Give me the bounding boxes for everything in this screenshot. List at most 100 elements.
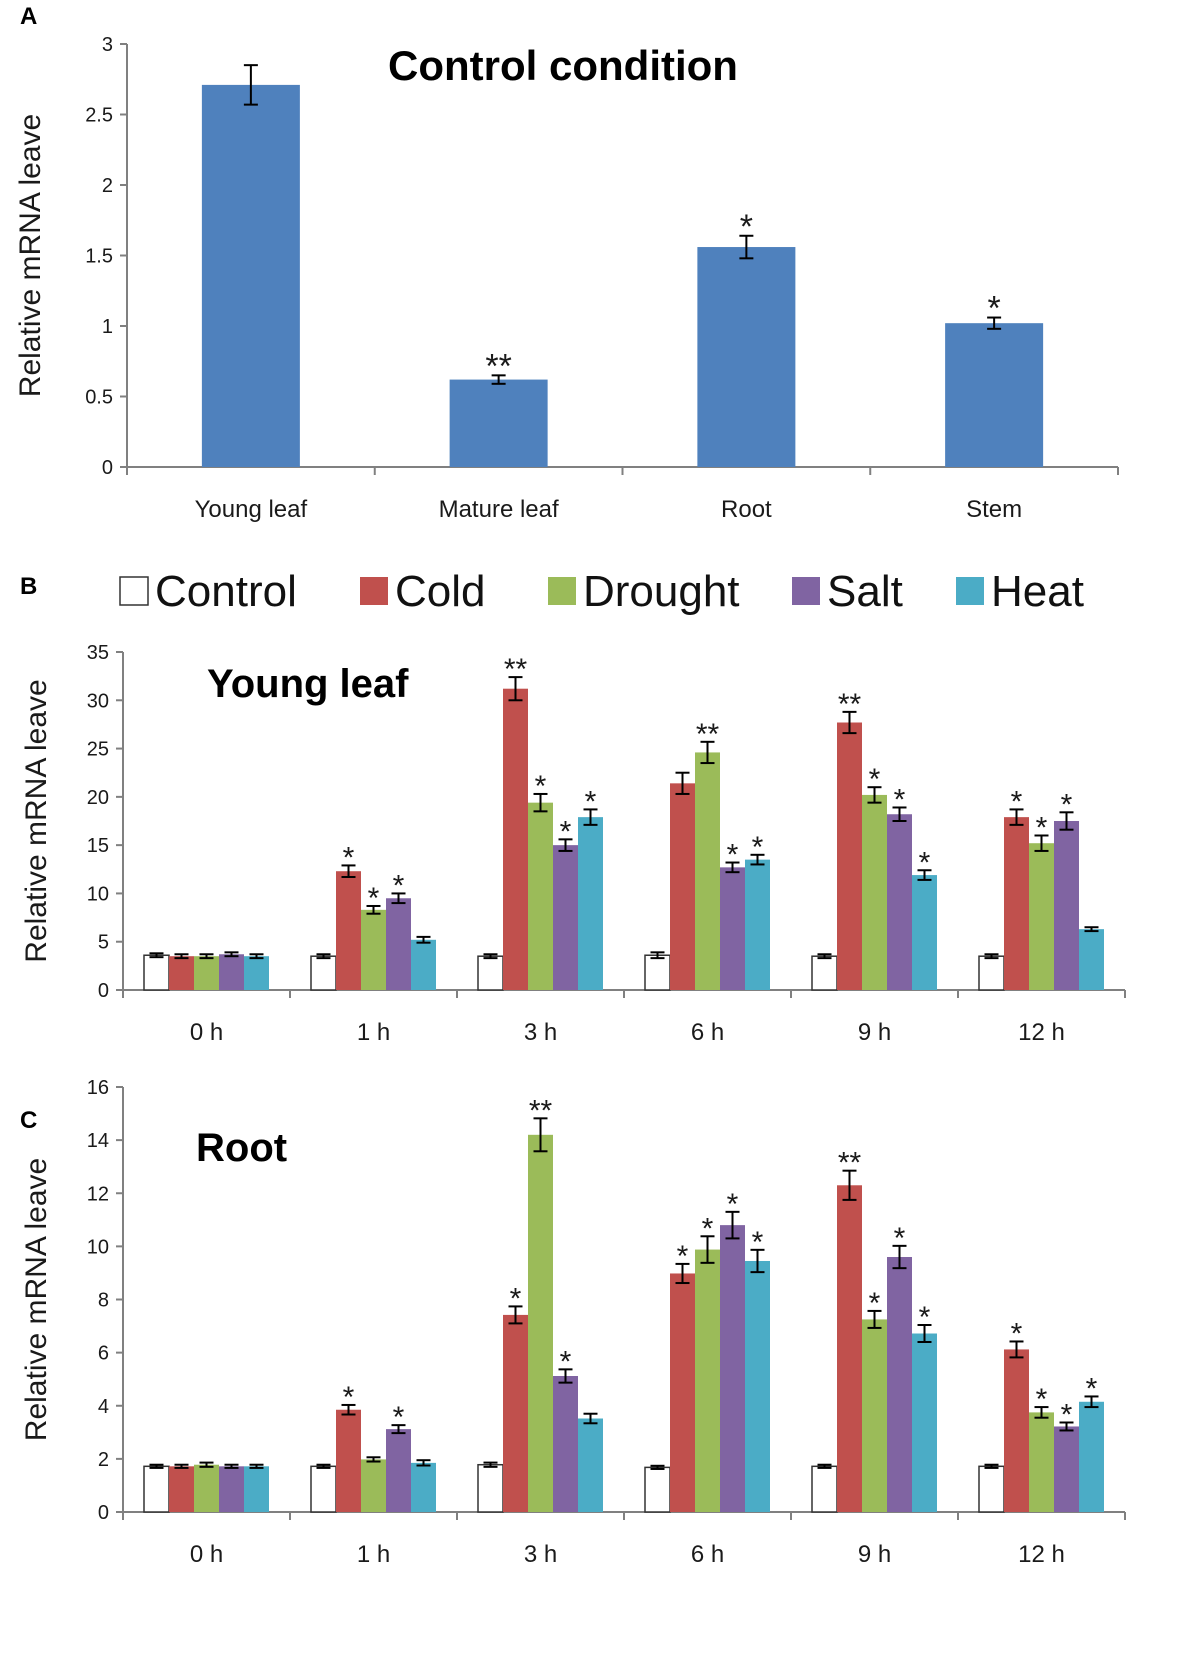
bar-cold xyxy=(670,1273,695,1512)
bar-heat xyxy=(1079,929,1104,990)
significance-marker: * xyxy=(510,1282,522,1315)
bar-cold xyxy=(837,1185,862,1512)
x-tick-label: Stem xyxy=(966,496,1022,523)
bar-cold xyxy=(169,956,194,990)
significance-marker: * xyxy=(919,846,931,879)
bar-cold xyxy=(503,1314,528,1512)
bar-salt xyxy=(1054,1426,1079,1512)
chart-panel-b: Young leaf Relative mRNA leave 0 5 10 15 20 25 3… xyxy=(20,642,1126,1046)
bar-salt xyxy=(219,1466,244,1512)
bar-salt xyxy=(386,898,411,990)
chart-panel-a: Control condition Relative mRNA leave 0 0.5… xyxy=(14,34,1119,523)
bar-cold xyxy=(503,688,528,990)
y-tick-label: 4 xyxy=(98,1396,109,1418)
x-tick-label: 3 h xyxy=(524,1541,557,1568)
bar-cold xyxy=(670,783,695,990)
chart-panel-c: Root Relative mRNA leave 0 2 4 6 8 10 12 14 16 0 h 1… xyxy=(20,1077,1126,1568)
significance-marker: * xyxy=(677,1240,689,1273)
bar-control xyxy=(310,1465,337,1513)
panel-letter-b: B xyxy=(20,573,37,600)
bar-control-condition xyxy=(449,379,548,467)
bar-drought xyxy=(1029,1412,1054,1512)
bar-drought xyxy=(1029,843,1054,990)
x-tick-label: 0 h xyxy=(190,1541,223,1568)
significance-marker: * xyxy=(740,208,753,246)
legend-label-heat: Heat xyxy=(991,567,1084,616)
significance-marker: * xyxy=(1011,785,1023,818)
bar-control-condition xyxy=(201,84,300,467)
bar-salt xyxy=(887,1257,912,1512)
bar-salt xyxy=(553,845,578,990)
bar-heat xyxy=(912,1333,937,1512)
significance-marker: * xyxy=(702,1212,714,1245)
y-tick-label: 0.5 xyxy=(85,387,113,409)
significance-marker: * xyxy=(560,815,572,848)
bar-control xyxy=(811,955,838,991)
y-tick-label: 14 xyxy=(87,1130,109,1152)
significance-marker: * xyxy=(1086,1372,1098,1405)
bar-cold xyxy=(1004,1349,1029,1512)
y-axis-label: Relative mRNA leave xyxy=(20,679,53,962)
legend-swatch-salt xyxy=(792,577,820,605)
y-tick-label: 2 xyxy=(98,1449,109,1471)
bar-heat xyxy=(244,1466,269,1512)
bar-salt xyxy=(219,954,244,990)
significance-marker: ** xyxy=(529,1094,553,1127)
legend-swatch-heat xyxy=(956,577,984,605)
x-tick-label: 3 h xyxy=(524,1019,557,1046)
bar-control xyxy=(477,955,504,991)
bar-control xyxy=(644,954,671,991)
y-tick-label: 0 xyxy=(98,980,109,1002)
y-tick-label: 15 xyxy=(87,835,109,857)
bar-control xyxy=(143,954,170,991)
y-tick-label: 6 xyxy=(98,1343,109,1365)
bar-control xyxy=(811,1465,838,1513)
significance-marker: * xyxy=(560,1345,572,1378)
bar-heat xyxy=(1079,1401,1104,1512)
x-tick-label: 6 h xyxy=(691,1541,724,1568)
y-tick-label: 0 xyxy=(98,1502,109,1524)
legend-label-salt: Salt xyxy=(827,567,903,616)
bar-control-condition xyxy=(945,323,1044,467)
y-axis-label: Relative mRNA leave xyxy=(20,1158,53,1441)
significance-marker: * xyxy=(1061,788,1073,821)
legend-swatch-cold xyxy=(360,577,388,605)
x-tick-label: 6 h xyxy=(691,1019,724,1046)
bar-cold xyxy=(336,1409,361,1512)
bar-heat xyxy=(745,859,770,990)
significance-marker: ** xyxy=(838,688,862,721)
x-tick-label: 0 h xyxy=(190,1019,223,1046)
bar-heat xyxy=(578,817,603,990)
significance-marker: * xyxy=(1036,1383,1048,1416)
x-tick-label: 12 h xyxy=(1018,1541,1065,1568)
significance-marker: * xyxy=(869,1287,881,1320)
significance-marker: * xyxy=(1036,811,1048,844)
significance-marker: * xyxy=(585,785,597,818)
significance-marker: * xyxy=(343,841,355,874)
bar-salt xyxy=(720,1225,745,1512)
bar-control xyxy=(644,1466,671,1513)
bar-heat xyxy=(745,1260,770,1512)
x-tick-label: 9 h xyxy=(858,1019,891,1046)
bar-cold xyxy=(837,722,862,990)
significance-marker: * xyxy=(368,882,380,915)
y-tick-label: 20 xyxy=(87,787,109,809)
x-tick-label: 1 h xyxy=(357,1541,390,1568)
significance-marker: ** xyxy=(485,347,511,385)
y-tick-label: 2.5 xyxy=(85,105,113,127)
bar-drought xyxy=(695,752,720,990)
bar-heat xyxy=(244,956,269,990)
bar-drought xyxy=(528,1134,553,1512)
bar-salt xyxy=(1054,821,1079,990)
bar-heat xyxy=(411,939,436,990)
bar-control xyxy=(310,955,337,991)
bar-salt xyxy=(553,1376,578,1512)
x-tick-label: Young leaf xyxy=(195,496,308,523)
chart-title: Control condition xyxy=(388,42,738,89)
bar-cold xyxy=(1004,817,1029,990)
bar-drought xyxy=(194,956,219,990)
significance-marker: * xyxy=(988,290,1001,328)
bar-control-condition xyxy=(697,247,796,467)
significance-marker: * xyxy=(752,1226,764,1259)
